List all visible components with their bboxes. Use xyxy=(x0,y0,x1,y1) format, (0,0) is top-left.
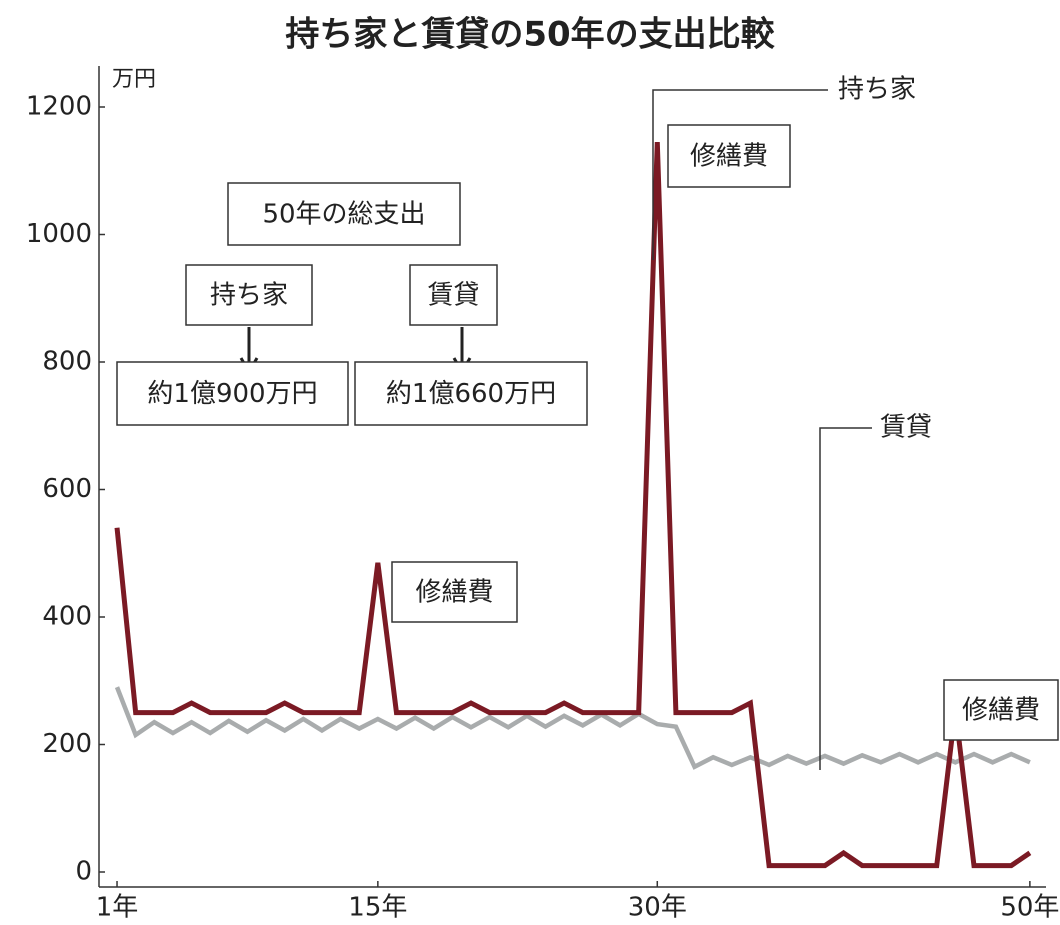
summary-total: 約1億900万円 xyxy=(147,379,317,409)
summary-total-box xyxy=(116,361,349,426)
summary-label-box xyxy=(185,264,313,326)
series-line xyxy=(114,141,1032,869)
y-tick-label: 400 xyxy=(42,602,92,632)
x-tick-label: 30年 xyxy=(628,893,687,923)
summary-title: 50年の総支出 xyxy=(262,200,425,230)
annotation: 修繕費 xyxy=(415,578,493,608)
summary-title-box xyxy=(227,182,461,246)
series-line xyxy=(114,686,1031,770)
y-tick-label: 1200 xyxy=(26,92,92,122)
y-tick-label: 600 xyxy=(42,474,92,504)
annotation: 修繕費 xyxy=(962,696,1040,726)
annotation-box xyxy=(943,679,1059,741)
annotation-box xyxy=(667,124,791,188)
y-tick-label: 200 xyxy=(42,729,92,759)
y-tick-label: 0 xyxy=(75,857,92,887)
y-axis-label: 万円 xyxy=(112,67,156,92)
x-tick-label: 1年 xyxy=(96,893,139,923)
legend-label: 持ち家 xyxy=(838,75,916,105)
summary-label: 持ち家 xyxy=(210,281,288,311)
summary-total-box xyxy=(354,361,588,426)
y-tick-label: 800 xyxy=(42,347,92,377)
legend-leader xyxy=(652,89,828,260)
annotation-box xyxy=(391,561,518,623)
x-tick-label: 50年 xyxy=(1000,893,1059,923)
summary-label-box xyxy=(409,264,498,326)
y-tick-label: 1000 xyxy=(26,219,92,249)
legend-label: 賃貸 xyxy=(880,413,932,443)
x-tick-label: 15年 xyxy=(348,893,407,923)
chart-title: 持ち家と賃貸の50年の支出比較 xyxy=(285,15,775,55)
annotation: 修繕費 xyxy=(690,142,768,172)
legend-leader xyxy=(819,427,872,770)
summary-label: 賃貸 xyxy=(427,281,479,311)
summary-total: 約1億660万円 xyxy=(386,379,556,409)
